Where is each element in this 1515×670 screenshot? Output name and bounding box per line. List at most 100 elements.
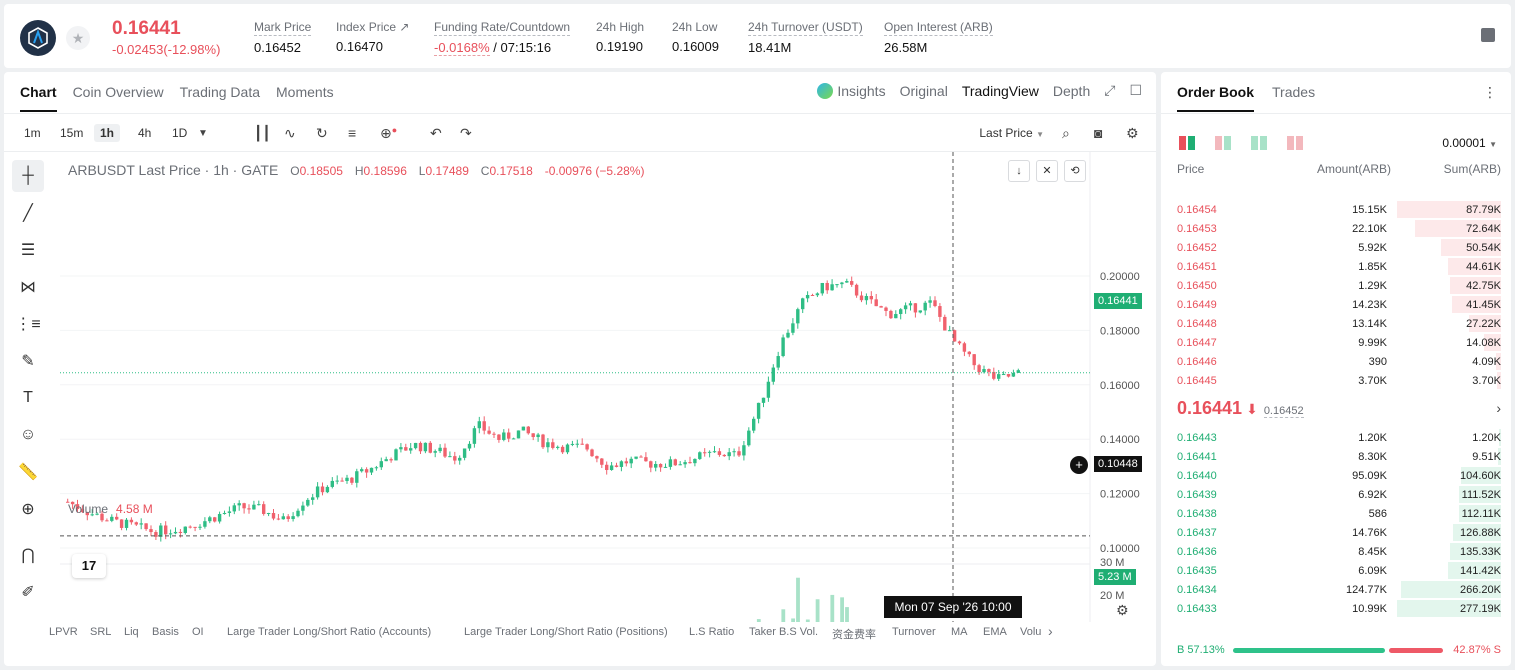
candle-body [786,332,790,338]
indicator-11[interactable]: MA [951,626,968,638]
mark-price-label[interactable]: Mark Price [254,20,312,36]
ask-row[interactable]: 0.16450 1.29K 42.75K [1161,276,1511,295]
tick-size-select[interactable]: 0.00001 ▼ [1442,136,1497,150]
bid-row[interactable]: 0.16439 6.92K 111.52K [1161,485,1511,504]
indicator-5[interactable]: Large Trader Long/Short Ratio (Accounts) [227,626,432,638]
crosshair-icon[interactable]: ┼ [12,160,44,192]
indicator-4[interactable]: OI [192,626,204,638]
ask-row[interactable]: 0.16445 3.70K 3.70K [1161,371,1511,390]
bid-row[interactable]: 0.16441 8.30K 9.51K [1161,447,1511,466]
camera-icon[interactable]: ◙ [1094,125,1103,141]
expand-icon[interactable]: ⤢ [1104,82,1116,98]
ask-row[interactable]: 0.16454 15.15K 87.79K [1161,200,1511,219]
horizontal-lines-icon[interactable]: ☰ [20,242,36,259]
tradingview-logo[interactable]: 17 [72,554,106,578]
indicator-13[interactable]: Volu [1020,626,1042,638]
fib-icon[interactable]: ⋮≡ [15,316,41,333]
book-icon[interactable] [1481,28,1495,42]
tab-moments[interactable]: Moments [276,84,334,100]
bid-row[interactable]: 0.16437 14.76K 126.88K [1161,523,1511,542]
bid-row[interactable]: 0.16438 586 112.11K [1161,504,1511,523]
undo-icon[interactable]: ↶ [430,125,442,141]
pencil-lock-icon[interactable]: ✐ [21,584,35,601]
candle-type-icon[interactable]: ┃┃ [254,125,271,141]
search-icon[interactable]: ⌕ [1062,125,1070,141]
candle-body [413,442,418,449]
tab-depth[interactable]: Depth [1052,82,1091,99]
timeframe-15m[interactable]: 15m [60,126,84,140]
indicator-7[interactable]: L.S Ratio [689,626,735,638]
indicator-0[interactable]: LPVR [49,626,78,638]
axis-settings-icon[interactable]: ⚙ [1116,602,1129,618]
indicator-9[interactable]: 资金费率 [832,629,876,641]
indicator-10[interactable]: Turnover [892,626,936,638]
ask-row[interactable]: 0.16452 5.92K 50.54K [1161,238,1511,257]
tab-trading-data[interactable]: Trading Data [179,84,261,100]
templates-icon[interactable]: ≡ [348,125,357,141]
layout-split-icon[interactable] [1215,136,1231,150]
bid-row[interactable]: 0.16443 1.20K 1.20K [1161,428,1511,447]
bid-row[interactable]: 0.16435 6.09K 141.42K [1161,561,1511,580]
indicator-6[interactable]: Large Trader Long/Short Ratio (Positions… [464,626,668,638]
redo-icon[interactable]: ↷ [460,125,472,141]
ask-row[interactable]: 0.16453 22.10K 72.64K [1161,219,1511,238]
add-alert-icon[interactable]: + [1070,456,1088,474]
brush-icon[interactable]: ✎ [21,353,35,370]
compare-icon[interactable]: ↻ [316,125,328,141]
ask-row[interactable]: 0.16449 14.23K 41.45K [1161,295,1511,314]
indicator-3[interactable]: Basis [152,626,179,638]
indicator-12[interactable]: EMA [983,626,1007,638]
ask-row[interactable]: 0.16447 9.99K 14.08K [1161,333,1511,352]
tab-trades[interactable]: Trades [1272,84,1316,100]
price-source-select[interactable]: Last Price ▼ [979,126,1044,140]
bid-row[interactable]: 0.16434 124.77K 266.20K [1161,580,1511,599]
zoom-in-icon[interactable]: ⊕ [21,501,35,518]
gear-icon[interactable]: ⚙ [1126,125,1139,141]
tab-tradingview[interactable]: TradingView [961,82,1039,99]
timeframe-1d[interactable]: 1D [172,126,188,140]
timeframe-1m[interactable]: 1m [24,126,41,140]
indicator-2[interactable]: Liq [124,626,139,638]
insights-button[interactable]: Insights [817,82,886,99]
tab-chart[interactable]: Chart [20,84,57,112]
trend-line-icon[interactable]: ╱ [23,205,33,222]
bid-row[interactable]: 0.16436 8.45K 135.33K [1161,542,1511,561]
tab-order-book[interactable]: Order Book [1177,84,1255,112]
arrow-down-icon[interactable]: ↓ [1008,160,1030,182]
collapse-icon[interactable]: ✕ [1036,160,1058,182]
index-price-label[interactable]: Index Price ↗ [336,20,410,34]
chevron-right-icon[interactable]: › [1048,623,1053,639]
oi-label[interactable]: Open Interest (ARB) [884,20,993,36]
timeframe-1h[interactable]: 1h [94,124,121,142]
ask-row[interactable]: 0.16448 13.14K 27.22K [1161,314,1511,333]
bid-row[interactable]: 0.16440 95.09K 104.60K [1161,466,1511,485]
ask-row[interactable]: 0.16451 1.85K 44.61K [1161,257,1511,276]
layout-bids-icon[interactable] [1251,136,1267,150]
window-icon[interactable]: ☐ [1129,82,1142,98]
ruler-icon[interactable]: 📏 [18,464,38,481]
alert-add-icon[interactable]: ⊕● [380,125,398,141]
bid-row[interactable]: 0.16433 10.99K 277.19K [1161,599,1511,618]
layout-both-icon[interactable] [1179,136,1195,150]
chevron-right-icon[interactable]: › [1496,400,1501,416]
magnet-icon[interactable]: ⋂ [21,547,35,564]
emoji-icon[interactable]: ☺ [19,426,37,443]
price-chart[interactable]: 0.20000 0.18000 0.16000 0.14000 0.12000 0.100… [4,152,1156,622]
more-icon[interactable]: ⋮ [1483,84,1497,100]
funding-label[interactable]: Funding Rate/Countdown [434,20,571,36]
timeframe-4h[interactable]: 4h [138,126,152,140]
indicators-icon[interactable]: ∿ [284,125,296,141]
reset-icon[interactable]: ⟲ [1064,160,1086,182]
tab-original[interactable]: Original [899,82,948,99]
layout-asks-icon[interactable] [1287,136,1303,150]
chevron-down-icon[interactable]: ▼ [198,128,208,139]
row-sum: 141.42K [1460,565,1501,577]
text-icon[interactable]: T [23,389,33,406]
tab-coin-overview[interactable]: Coin Overview [72,84,164,100]
indicator-8[interactable]: Taker B.S Vol. [749,626,819,638]
indicator-1[interactable]: SRL [90,626,112,638]
turnover-label[interactable]: 24h Turnover (USDT) [748,20,863,36]
favorite-star-icon[interactable]: ★ [66,26,90,50]
pattern-icon[interactable]: ⋈ [20,279,36,296]
ask-row[interactable]: 0.16446 390 4.09K [1161,352,1511,371]
